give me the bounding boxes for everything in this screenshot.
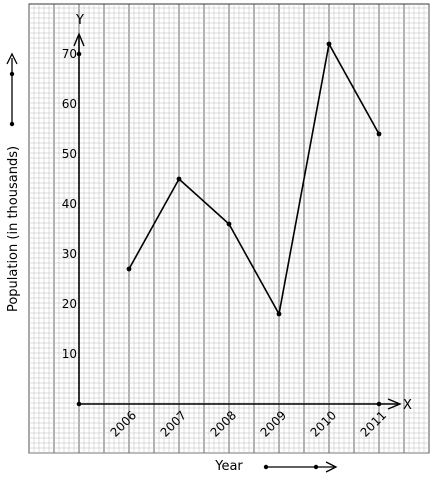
data-point [376, 131, 382, 137]
y-tick-label: 30 [62, 247, 77, 261]
data-point [226, 221, 232, 227]
x-axis-arrow [387, 398, 402, 410]
x-axis-label: Year [214, 459, 243, 474]
y-tick-label: 50 [62, 147, 77, 161]
y-tick-label: 60 [62, 97, 77, 111]
data-point [276, 311, 282, 317]
y-tick-label: 40 [62, 197, 77, 211]
x-axis-end-point [376, 401, 382, 407]
data-point [126, 266, 132, 272]
x-direction-point [263, 464, 269, 470]
y-axis-label: Population (in thousands) [6, 146, 21, 312]
x-direction-arrow-head [325, 461, 338, 473]
series-line [128, 41, 380, 317]
data-point [176, 176, 182, 182]
y-tick-label: 70 [62, 47, 77, 61]
y-direction-point [9, 121, 15, 127]
y-tick-label: 20 [62, 297, 77, 311]
axes [73, 32, 402, 410]
x-direction-point [313, 464, 319, 470]
data-point [326, 41, 332, 47]
grid [28, 3, 430, 454]
direction-arrows [6, 52, 338, 473]
y-axis-arrow [73, 32, 85, 47]
y-axis-letter: Y [75, 13, 84, 28]
y-ticks: 10 20 30 40 50 60 70 [62, 47, 77, 361]
labels: X Y Year Population (in thousands) [6, 13, 412, 474]
x-axis-letter: X [403, 398, 412, 413]
origin-point [76, 401, 82, 407]
y-tick-label: 10 [62, 347, 77, 361]
y-direction-arrow-head [6, 52, 18, 65]
y-direction-point [9, 71, 15, 77]
series [126, 41, 382, 407]
y-axis-top-point [76, 51, 82, 57]
